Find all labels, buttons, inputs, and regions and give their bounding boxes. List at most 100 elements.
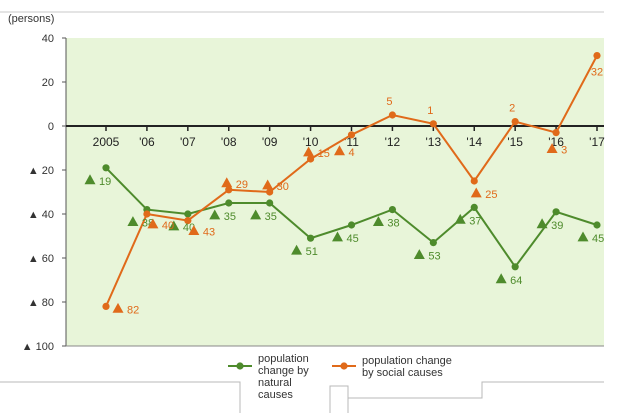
x-tick-label: '06 <box>139 135 155 149</box>
legend-label-natural: natural <box>258 377 292 389</box>
series-2-data-label: 30 <box>277 181 289 193</box>
series-1-data-label: 35 <box>224 211 236 223</box>
series-2-point <box>511 118 519 126</box>
series-1-point <box>266 199 274 207</box>
y-tick-label: ▲ 60 <box>28 253 54 265</box>
series-1-data-label: 64 <box>510 275 522 287</box>
series-1-data-label: 53 <box>428 251 440 263</box>
series-2-data-label: 3 <box>561 145 567 157</box>
negative-marker-icon <box>262 179 274 190</box>
negative-marker-icon <box>577 231 589 242</box>
negative-marker-icon <box>495 273 507 284</box>
series-2-data-label: 32 <box>591 67 603 79</box>
series-1-point <box>593 221 601 229</box>
negative-marker-icon <box>546 143 558 153</box>
bottom-frame-left <box>0 381 241 413</box>
y-tick-label: ▲ 80 <box>28 297 54 309</box>
series-2-point <box>143 210 151 218</box>
series-1-point <box>511 263 519 271</box>
legend-label-social: population change <box>362 355 452 367</box>
x-tick-label: '12 <box>385 135 401 149</box>
negative-marker-icon <box>127 216 139 226</box>
series-1-point <box>429 239 437 247</box>
negative-marker-icon <box>291 244 303 255</box>
legend-marker-social <box>340 362 348 370</box>
negative-marker-icon <box>112 302 124 313</box>
bottom-frame-mid <box>329 385 349 413</box>
series-2-point <box>429 120 437 128</box>
series-1-data-label: 45 <box>347 233 359 245</box>
x-tick-label: '08 <box>221 135 237 149</box>
negative-marker-icon <box>84 174 96 185</box>
series-2-point <box>225 186 233 194</box>
negative-marker-icon <box>413 249 425 259</box>
series-2-point <box>388 111 397 119</box>
legend-label-natural: change by <box>258 365 309 377</box>
series-1-point <box>552 208 560 216</box>
series-2-data-label: 15 <box>318 148 330 160</box>
negative-marker-icon <box>372 216 384 226</box>
series-2-data-label: 82 <box>127 304 139 316</box>
negative-marker-icon <box>209 209 221 220</box>
series-1-data-label: 35 <box>265 211 277 223</box>
negative-marker-icon <box>470 187 482 198</box>
series-1-data-label: 38 <box>387 218 399 230</box>
bottom-frame-right <box>348 381 604 399</box>
series-2-data-label: 25 <box>485 189 497 201</box>
series-2-data-label: 4 <box>349 147 355 159</box>
negative-marker-icon <box>332 231 343 242</box>
series-2-point <box>470 177 478 185</box>
series-1-point <box>388 206 397 214</box>
series-2-point <box>266 188 274 196</box>
negative-marker-icon <box>250 209 262 220</box>
legend-marker-natural <box>236 362 244 370</box>
legend-label-natural: population <box>258 353 309 365</box>
series-2-data-label: 29 <box>236 179 248 191</box>
series-1-point <box>102 164 110 172</box>
x-tick-label: '07 <box>180 135 196 149</box>
series-2-data-label: 5 <box>386 96 392 108</box>
x-tick-label: '10 <box>303 135 319 149</box>
y-tick-label: ▲ 20 <box>28 165 54 177</box>
negative-marker-icon <box>221 177 233 188</box>
series-2-point <box>347 131 356 139</box>
series-1-data-label: 37 <box>469 215 481 227</box>
x-tick-label: '15 <box>507 135 523 149</box>
series-1-point <box>184 210 192 218</box>
y-tick-label: 0 <box>48 121 54 133</box>
y-tick-label: ▲ 40 <box>28 209 54 221</box>
negative-marker-icon <box>168 220 180 231</box>
series-1-data-label: 45 <box>592 233 604 245</box>
y-tick-label: 20 <box>42 77 54 89</box>
series-2-point <box>593 52 601 60</box>
negative-marker-icon <box>536 218 548 229</box>
series-1-data-label: 51 <box>306 246 318 258</box>
legend-label-natural: causes <box>258 389 293 401</box>
series-2-data-label: 43 <box>203 227 215 239</box>
y-tick-label: 40 <box>42 33 54 45</box>
series-2-point <box>306 155 315 163</box>
series-1-point <box>225 199 233 207</box>
x-tick-label: '13 <box>426 135 442 149</box>
legend-label-social: by social causes <box>362 367 443 379</box>
series-2-data-label: 2 <box>509 103 515 115</box>
negative-marker-icon <box>188 225 200 235</box>
series-2-data-label: 1 <box>427 105 433 117</box>
negative-marker-icon <box>147 218 159 229</box>
x-tick-label: '14 <box>466 135 482 149</box>
y-tick-label: ▲ 100 <box>22 341 54 353</box>
series-1-data-label: 39 <box>551 220 563 232</box>
series-1-point <box>347 221 356 229</box>
series-1-data-label: 19 <box>99 176 111 188</box>
series-2-point <box>102 302 110 310</box>
negative-marker-icon <box>303 146 315 157</box>
plot-area <box>66 38 604 346</box>
x-tick-label: '11 <box>344 135 359 149</box>
series-2-point <box>552 129 560 137</box>
series-1-point <box>306 234 315 242</box>
x-tick-label: '17 <box>589 135 605 149</box>
y-unit-label: (persons) <box>8 13 54 25</box>
negative-marker-icon <box>334 145 345 156</box>
